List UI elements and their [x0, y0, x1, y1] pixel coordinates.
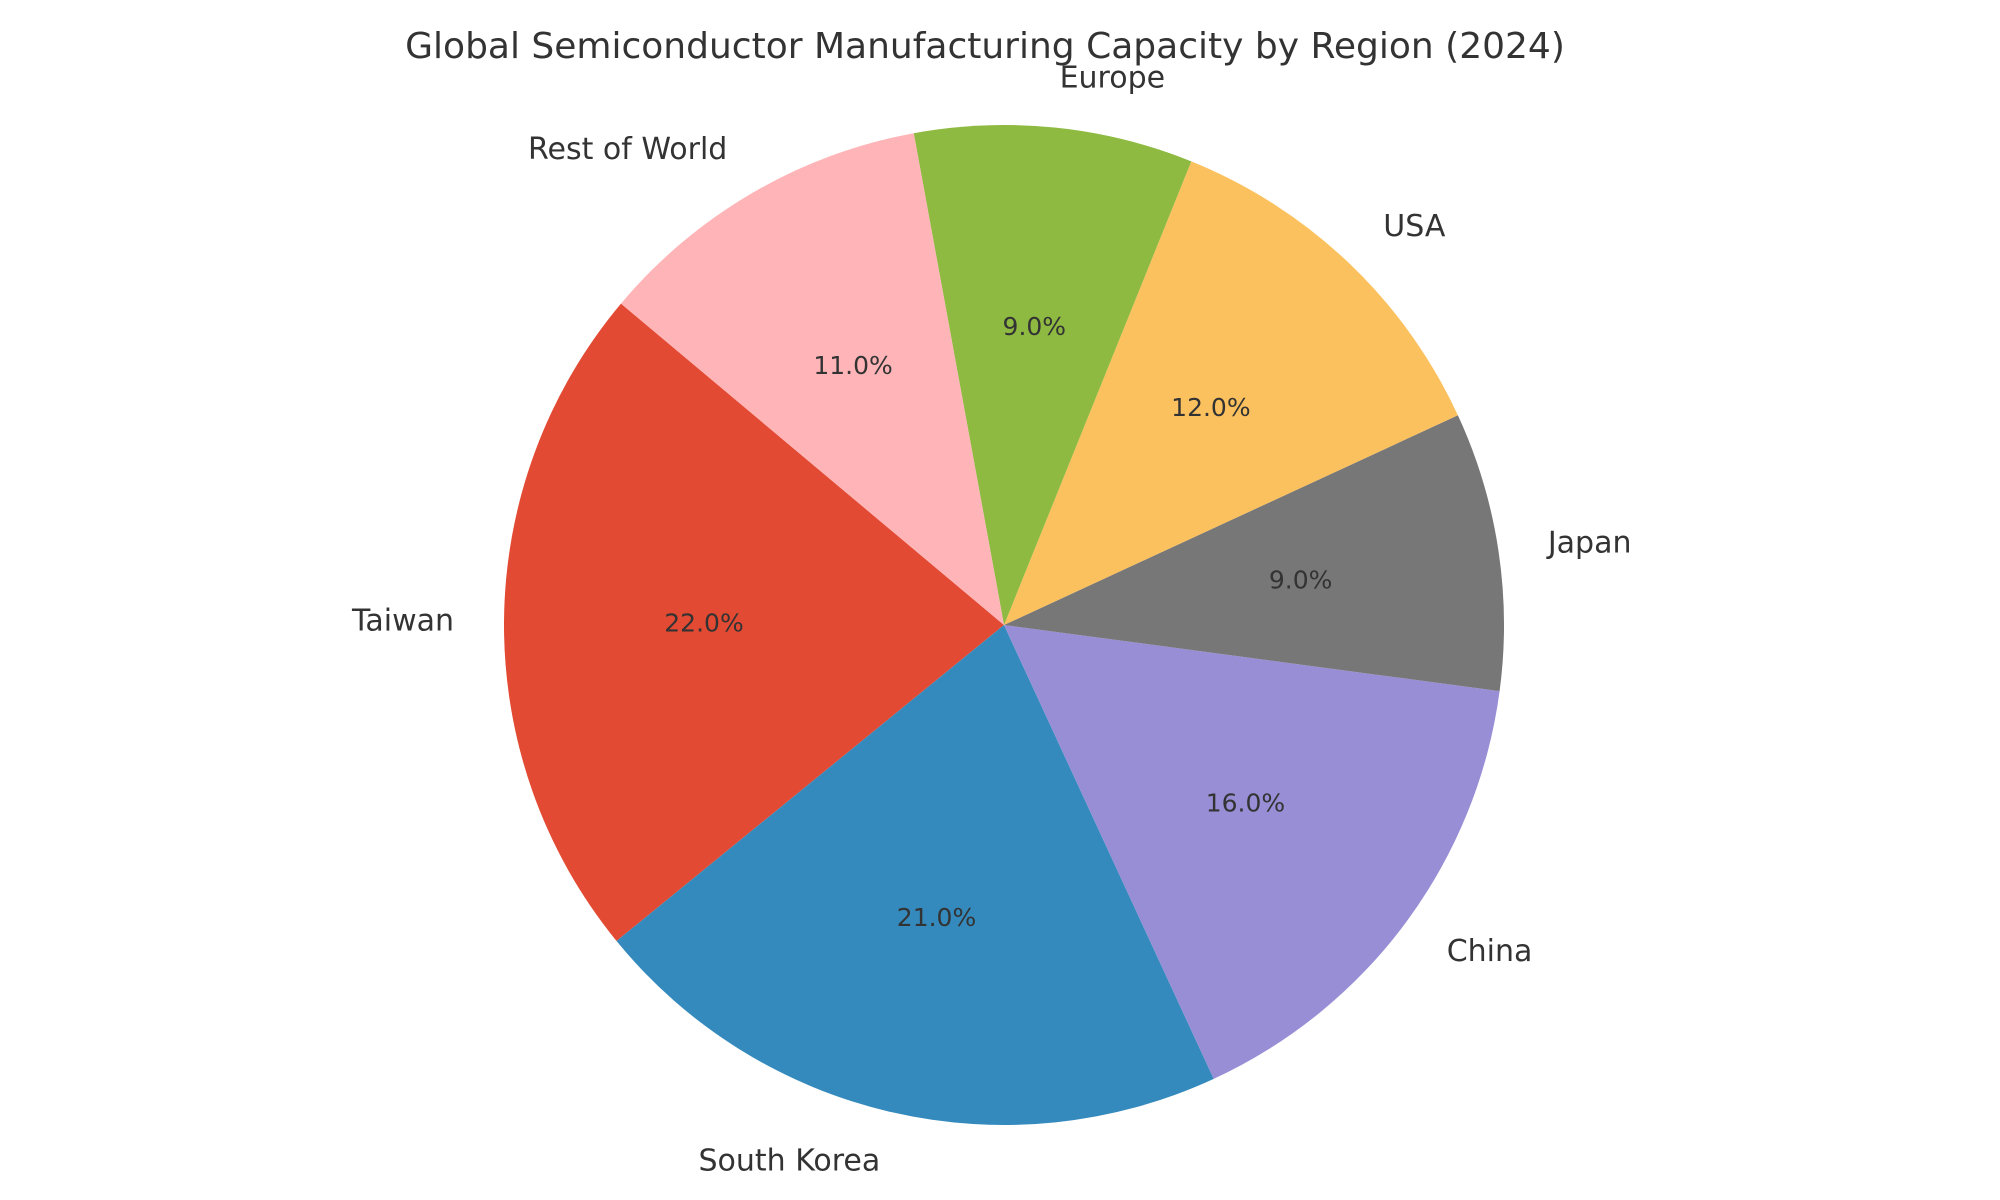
pie-slice-usa	[1004, 161, 1458, 625]
pie-category-labels: Taiwan South Korea China Japan USA Europe Rest…	[351, 60, 1631, 1178]
pie-percent-labels: 22.0% 21.0% 16.0% 9.0% 12.0% 9.0% 11.0%	[664, 312, 1332, 932]
pie-slices	[504, 124, 1504, 1126]
category-label-europe: Europe	[1060, 60, 1166, 95]
category-label-china: China	[1447, 934, 1533, 969]
percent-label-europe: 9.0%	[1003, 312, 1067, 341]
category-label-south-korea: South Korea	[698, 1143, 880, 1178]
pie-slice-europe	[913, 124, 1192, 625]
category-label-usa: USA	[1383, 209, 1446, 244]
pie-slice-china	[1004, 625, 1500, 1079]
percent-label-rest-of-world: 11.0%	[813, 351, 892, 380]
pie-slice-japan	[1004, 415, 1504, 692]
category-label-rest-of-world: Rest of World	[528, 132, 727, 167]
percent-label-taiwan: 22.0%	[664, 608, 743, 637]
percent-label-japan: 9.0%	[1269, 566, 1333, 595]
chart-title: Global Semiconductor Manufacturing Capac…	[405, 26, 1565, 67]
percent-label-china: 16.0%	[1206, 789, 1285, 818]
category-label-japan: Japan	[1546, 525, 1632, 560]
pie-slice-taiwan	[504, 303, 1004, 942]
percent-label-usa: 12.0%	[1171, 393, 1250, 422]
pie-slice-rest-of-world	[620, 133, 1004, 625]
percent-label-south-korea: 21.0%	[897, 903, 976, 932]
category-label-taiwan: Taiwan	[351, 604, 454, 639]
pie-slice-south-korea	[616, 625, 1214, 1126]
